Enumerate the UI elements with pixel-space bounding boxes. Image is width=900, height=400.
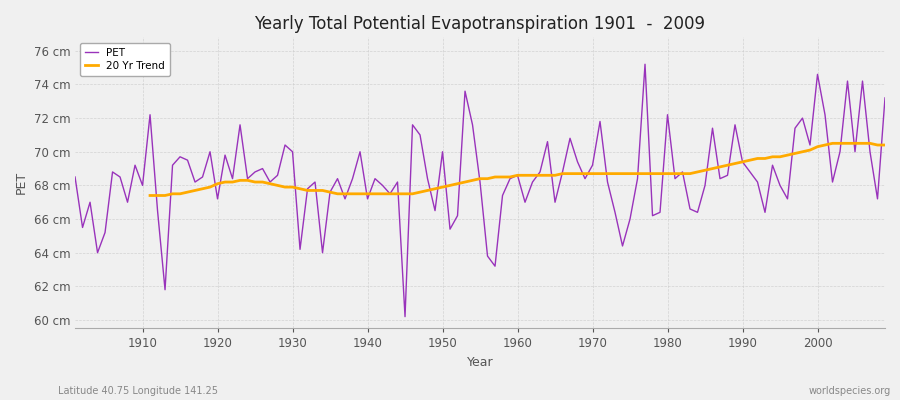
- PET: [879, 96, 890, 100]
- 20 Yr Trend: [879, 143, 890, 148]
- PET: [130, 163, 140, 168]
- PET: [640, 62, 651, 67]
- PET: [519, 200, 530, 205]
- 20 Yr Trend: [145, 193, 156, 198]
- 20 Yr Trend: [512, 173, 523, 178]
- PET: [294, 247, 305, 252]
- PET: [69, 174, 80, 179]
- 20 Yr Trend: [722, 163, 733, 168]
- Text: worldspecies.org: worldspecies.org: [809, 386, 891, 396]
- Text: Latitude 40.75 Longitude 141.25: Latitude 40.75 Longitude 141.25: [58, 386, 219, 396]
- PET: [400, 314, 410, 319]
- 20 Yr Trend: [339, 192, 350, 196]
- 20 Yr Trend: [317, 188, 328, 193]
- 20 Yr Trend: [535, 173, 545, 178]
- Y-axis label: PET: PET: [15, 171, 28, 194]
- PET: [609, 210, 620, 215]
- X-axis label: Year: Year: [467, 356, 493, 369]
- 20 Yr Trend: [370, 192, 381, 196]
- 20 Yr Trend: [827, 141, 838, 146]
- Title: Yearly Total Potential Evapotranspiration 1901  -  2009: Yearly Total Potential Evapotranspiratio…: [255, 15, 706, 33]
- Legend: PET, 20 Yr Trend: PET, 20 Yr Trend: [80, 42, 170, 76]
- Line: 20 Yr Trend: 20 Yr Trend: [150, 143, 885, 196]
- Line: PET: PET: [75, 64, 885, 317]
- PET: [339, 196, 350, 201]
- PET: [512, 173, 523, 178]
